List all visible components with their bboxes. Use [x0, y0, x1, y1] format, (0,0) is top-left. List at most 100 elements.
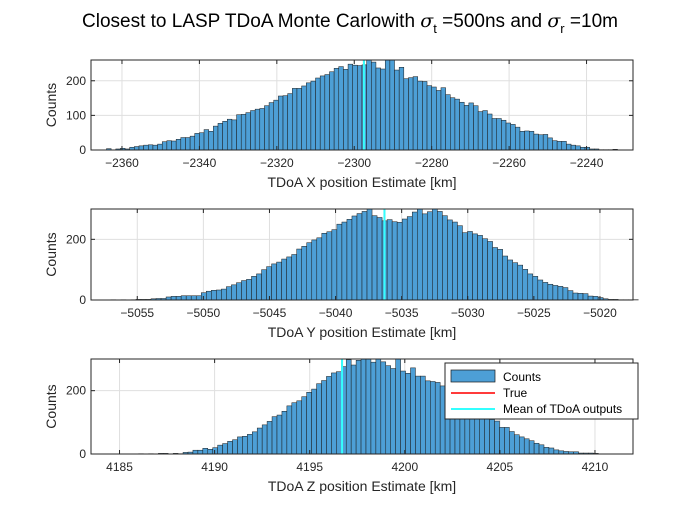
histogram-bar	[552, 285, 559, 301]
y-tick-label: 200	[66, 232, 86, 246]
histogram-bar	[343, 69, 349, 151]
histogram-bar	[412, 76, 418, 151]
histogram-bar	[417, 80, 423, 151]
histogram-bar	[232, 439, 238, 455]
histogram-bar	[194, 133, 200, 151]
histogram-bar	[336, 371, 342, 455]
histogram-bar	[311, 388, 317, 455]
histogram-bar	[515, 126, 521, 151]
axes-box	[90, 59, 634, 151]
histogram-bar	[527, 273, 534, 301]
histogram-bar	[426, 85, 432, 151]
histogram-bar	[491, 118, 497, 151]
histogram-bar	[422, 81, 428, 151]
histogram-bar	[138, 145, 144, 151]
histogram-bar	[256, 427, 263, 455]
histogram-bar	[170, 296, 177, 301]
histogram-bar	[350, 364, 357, 455]
histogram-bar	[237, 436, 243, 455]
histogram-bar	[221, 288, 227, 301]
histogram-bar	[254, 108, 261, 151]
histogram-bar	[572, 292, 579, 301]
histogram-bar	[557, 286, 564, 301]
histogram-bar	[415, 375, 421, 455]
histogram-bar	[501, 119, 507, 151]
x-tick-label: −5020	[583, 306, 617, 320]
x-tick-label: −2240	[570, 156, 604, 170]
histogram-bar	[543, 447, 550, 455]
legend-mean-label: Mean of TDoA outputs	[503, 402, 622, 416]
y-tick-label: 200	[66, 384, 86, 398]
histogram-bar	[207, 449, 213, 455]
histogram-bar	[217, 123, 223, 151]
histogram-bar	[376, 217, 383, 301]
histogram-bar	[552, 140, 558, 151]
histogram-bar	[143, 144, 149, 151]
histogram-bar	[366, 59, 372, 151]
histogram-bar	[236, 114, 242, 151]
histogram-bar	[252, 431, 258, 455]
histogram-bar	[463, 105, 470, 151]
histogram-bar	[462, 232, 468, 301]
histogram-bar	[394, 69, 400, 151]
legend: Counts True Mean of TDoA outputs	[444, 362, 639, 420]
histogram-bar	[326, 376, 332, 455]
histogram-bar	[431, 86, 437, 151]
histogram-bar	[567, 290, 574, 301]
x-tick-label: −5030	[451, 306, 485, 320]
histogram-bar	[380, 68, 386, 151]
x-tick-label: 4210	[582, 460, 609, 474]
histogram-bar	[152, 144, 158, 151]
subplot-y: −5055 −5050 −5045 −5040 −5035 −5030 −5025 −5020…	[43, 208, 639, 340]
histogram-bar	[276, 261, 282, 301]
histogram-bar	[408, 77, 414, 151]
histogram-bar	[487, 113, 493, 151]
histogram-bar	[356, 213, 363, 301]
histogram-bar	[213, 125, 219, 151]
histogram-bar	[459, 101, 465, 151]
histogram-bar	[366, 208, 373, 301]
histogram-bar	[195, 295, 202, 301]
histogram-bar	[321, 233, 328, 301]
histogram-bar	[512, 262, 518, 301]
histogram-bar	[203, 129, 209, 151]
histogram-bar	[315, 77, 321, 151]
x-tick-label: −2300	[337, 156, 371, 170]
histogram-bar	[542, 282, 549, 301]
histogram-bar	[273, 99, 279, 151]
histogram-bar	[385, 365, 391, 455]
histogram-bar	[467, 231, 473, 301]
histogram-bar	[276, 414, 283, 455]
histogram-bar	[241, 280, 247, 301]
histogram-bar	[391, 221, 398, 301]
title-prefix: Closest to LASP TDoA Monte Carlowith	[82, 11, 421, 32]
histogram-bar	[331, 372, 337, 455]
histogram-bar	[436, 90, 442, 151]
histogram-bar	[301, 246, 307, 301]
histogram-bar	[528, 440, 535, 455]
histogram-bar	[537, 279, 544, 301]
histogram-bar	[401, 218, 408, 301]
histogram-bar	[266, 421, 273, 455]
histogram-bar	[400, 370, 406, 455]
histogram-bar	[510, 124, 516, 151]
histogram-bar	[547, 137, 553, 151]
histogram-bar	[222, 443, 228, 455]
histogram-bar	[190, 295, 197, 301]
histogram-bar	[371, 215, 378, 301]
x-tick-label: −5045	[253, 306, 287, 320]
histogram-bar	[468, 102, 474, 151]
histogram-bar	[519, 436, 525, 455]
x-tick-label: −2320	[260, 156, 294, 170]
histogram-bar	[326, 231, 333, 301]
histogram-bar	[306, 392, 312, 455]
histogram-bar	[473, 105, 479, 151]
histogram-bar	[482, 238, 488, 301]
histogram-bar	[175, 139, 182, 151]
histogram-bar	[231, 284, 237, 301]
histogram-bar	[562, 287, 569, 301]
histogram-bar	[507, 259, 513, 301]
histogram-bar	[321, 380, 327, 455]
histogram-bar	[268, 102, 274, 151]
histogram-bar	[222, 121, 228, 151]
